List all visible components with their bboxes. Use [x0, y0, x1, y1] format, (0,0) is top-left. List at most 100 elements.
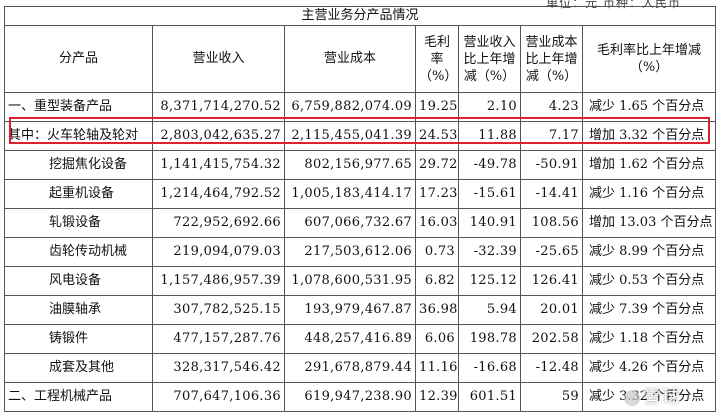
- cost-change-cell: -25.65: [520, 237, 583, 267]
- revenue-cell: 722,952,692.66: [152, 208, 285, 238]
- cost-cell: 619,947,238.90: [284, 382, 416, 412]
- margin-change-cell: 减少 8.99 个百分点: [581, 237, 717, 267]
- cost-change-cell: -14.41: [520, 179, 583, 209]
- revenue-change-cell: 5.94: [458, 295, 521, 325]
- product-name: 风电设备: [4, 266, 153, 296]
- cost-cell: 607,066,732.67: [284, 208, 416, 238]
- margin-cell: 6.82: [415, 266, 459, 296]
- header-revenue: 营业收入: [152, 25, 285, 93]
- revenue-change-cell: -16.68: [458, 353, 521, 383]
- margin-cell: 29.72: [415, 150, 459, 180]
- product-name: 挖掘焦化设备: [4, 150, 153, 180]
- watermark-text: 雪球: [643, 387, 681, 408]
- revenue-cell: 2,803,042,635.27: [152, 121, 285, 151]
- cost-change-cell: 59: [520, 382, 583, 412]
- header-product: 分产品: [4, 25, 153, 93]
- table-row: 轧锻设备 722,952,692.66 607,066,732.67 16.03…: [4, 208, 717, 238]
- header-margin-change: 毛利率比上年增减（%）: [581, 25, 717, 93]
- table-row: 齿轮传动机械 219,094,079.03 217,503,612.06 0.7…: [4, 237, 717, 267]
- margin-change-cell: 减少 1.65 个百分点: [581, 92, 717, 122]
- table-row: 风电设备 1,157,486,957.39 1,078,600,531.95 6…: [4, 266, 717, 296]
- margin-change-cell: 减少 7.39 个百分点: [581, 295, 717, 325]
- header-revenue-change: 营业收入比上年增减（%）: [458, 25, 521, 93]
- product-name: 齿轮传动机械: [4, 237, 153, 267]
- margin-cell: 12.39: [415, 382, 459, 412]
- revenue-cell: 307,782,525.15: [152, 295, 285, 325]
- cost-cell: 1,078,600,531.95: [284, 266, 416, 296]
- revenue-cell: 1,141,415,754.32: [152, 150, 285, 180]
- table-row-highlighted: 其中：火车轮轴及轮对 2,803,042,635.27 2,115,455,04…: [4, 121, 717, 151]
- unit-note: 单位：元 币种：人民币: [546, 0, 681, 10]
- revenue-change-cell: 198.78: [458, 324, 521, 354]
- margin-change-cell: 增加 1.62 个百分点: [581, 150, 717, 180]
- product-name: 铸锻件: [4, 324, 153, 354]
- margin-cell: 11.16: [415, 353, 459, 383]
- margin-change-cell: 增加 3.32 个百分点: [581, 121, 717, 151]
- product-name: 一、重型装备产品: [4, 92, 153, 122]
- revenue-change-cell: 125.12: [458, 266, 521, 296]
- margin-change-cell: 减少 0.53 个百分点: [581, 266, 717, 296]
- header-cost-change: 营业成本比上年增减（%）: [520, 25, 583, 93]
- product-name: 其中：火车轮轴及轮对: [4, 121, 153, 151]
- cost-cell: 193,979,467.87: [284, 295, 416, 325]
- cost-cell: 217,503,612.06: [284, 237, 416, 267]
- table-row: 一、重型装备产品 8,371,714,270.52 6,759,882,074.…: [4, 92, 717, 122]
- revenue-cell: 707,647,106.36: [152, 382, 285, 412]
- table-row: 油膜轴承 307,782,525.15 193,979,467.87 36.98…: [4, 295, 717, 325]
- product-name: 成套及其他: [4, 353, 153, 383]
- table-title: 主营业务分产品情况: [3, 6, 717, 26]
- product-revenue-table: 主营业务分产品情况 分产品 营业收入 营业成本 毛利率（%） 营业收入比上年增减…: [3, 6, 717, 412]
- cost-change-cell: 108.56: [520, 208, 583, 238]
- cost-change-cell: 4.23: [520, 92, 583, 122]
- margin-cell: 17.23: [415, 179, 459, 209]
- margin-change-cell: 减少 4.26 个百分点: [581, 353, 717, 383]
- header-margin: 毛利率（%）: [415, 25, 459, 93]
- revenue-change-cell: 2.10: [458, 92, 521, 122]
- margin-cell: 36.98: [415, 295, 459, 325]
- revenue-cell: 328,317,546.42: [152, 353, 285, 383]
- cost-change-cell: -12.48: [520, 353, 583, 383]
- revenue-change-cell: 11.88: [458, 121, 521, 151]
- revenue-change-cell: 140.91: [458, 208, 521, 238]
- revenue-cell: 1,214,464,792.52: [152, 179, 285, 209]
- table-row: 成套及其他 328,317,546.42 291,678,879.44 11.1…: [4, 353, 717, 383]
- margin-cell: 24.53: [415, 121, 459, 151]
- margin-change-cell: 减少 1.16 个百分点: [581, 179, 717, 209]
- revenue-cell: 8,371,714,270.52: [152, 92, 285, 122]
- cost-change-cell: 126.41: [520, 266, 583, 296]
- margin-change-cell: 增加 13.03 个百分点: [581, 208, 717, 238]
- cost-cell: 291,678,879.44: [284, 353, 416, 383]
- cost-change-cell: 20.01: [520, 295, 583, 325]
- table-row: 铸锻件 477,157,287.76 448,257,416.89 6.06 1…: [4, 324, 717, 354]
- cost-change-cell: -50.91: [520, 150, 583, 180]
- cost-cell: 2,115,455,041.39: [284, 121, 416, 151]
- revenue-change-cell: -32.39: [458, 237, 521, 267]
- revenue-change-cell: 601.51: [458, 382, 521, 412]
- cost-cell: 448,257,416.89: [284, 324, 416, 354]
- product-name: 轧锻设备: [4, 208, 153, 238]
- table-row: 二、工程机械产品 707,647,106.36 619,947,238.90 1…: [4, 382, 717, 412]
- watermark: 雪球: [624, 383, 681, 409]
- margin-cell: 19.25: [415, 92, 459, 122]
- revenue-cell: 477,157,287.76: [152, 324, 285, 354]
- margin-cell: 6.06: [415, 324, 459, 354]
- cost-cell: 6,759,882,074.09: [284, 92, 416, 122]
- revenue-change-cell: -15.61: [458, 179, 521, 209]
- header-cost: 营业成本: [284, 25, 416, 93]
- product-name: 起重机设备: [4, 179, 153, 209]
- table-row: 起重机设备 1,214,464,792.52 1,005,183,414.17 …: [4, 179, 717, 209]
- product-name: 油膜轴承: [4, 295, 153, 325]
- margin-cell: 0.73: [415, 237, 459, 267]
- margin-change-cell: 减少 3.32 个百分点: [581, 382, 717, 412]
- cost-cell: 802,156,977.65: [284, 150, 416, 180]
- margin-change-cell: 减少 1.18 个百分点: [581, 324, 717, 354]
- product-name: 二、工程机械产品: [4, 382, 153, 412]
- revenue-cell: 1,157,486,957.39: [152, 266, 285, 296]
- revenue-change-cell: -49.78: [458, 150, 521, 180]
- snowball-logo-icon: [624, 390, 640, 406]
- table-row: 挖掘焦化设备 1,141,415,754.32 802,156,977.65 2…: [4, 150, 717, 180]
- revenue-cell: 219,094,079.03: [152, 237, 285, 267]
- cost-change-cell: 7.17: [520, 121, 583, 151]
- margin-cell: 16.03: [415, 208, 459, 238]
- cost-change-cell: 202.58: [520, 324, 583, 354]
